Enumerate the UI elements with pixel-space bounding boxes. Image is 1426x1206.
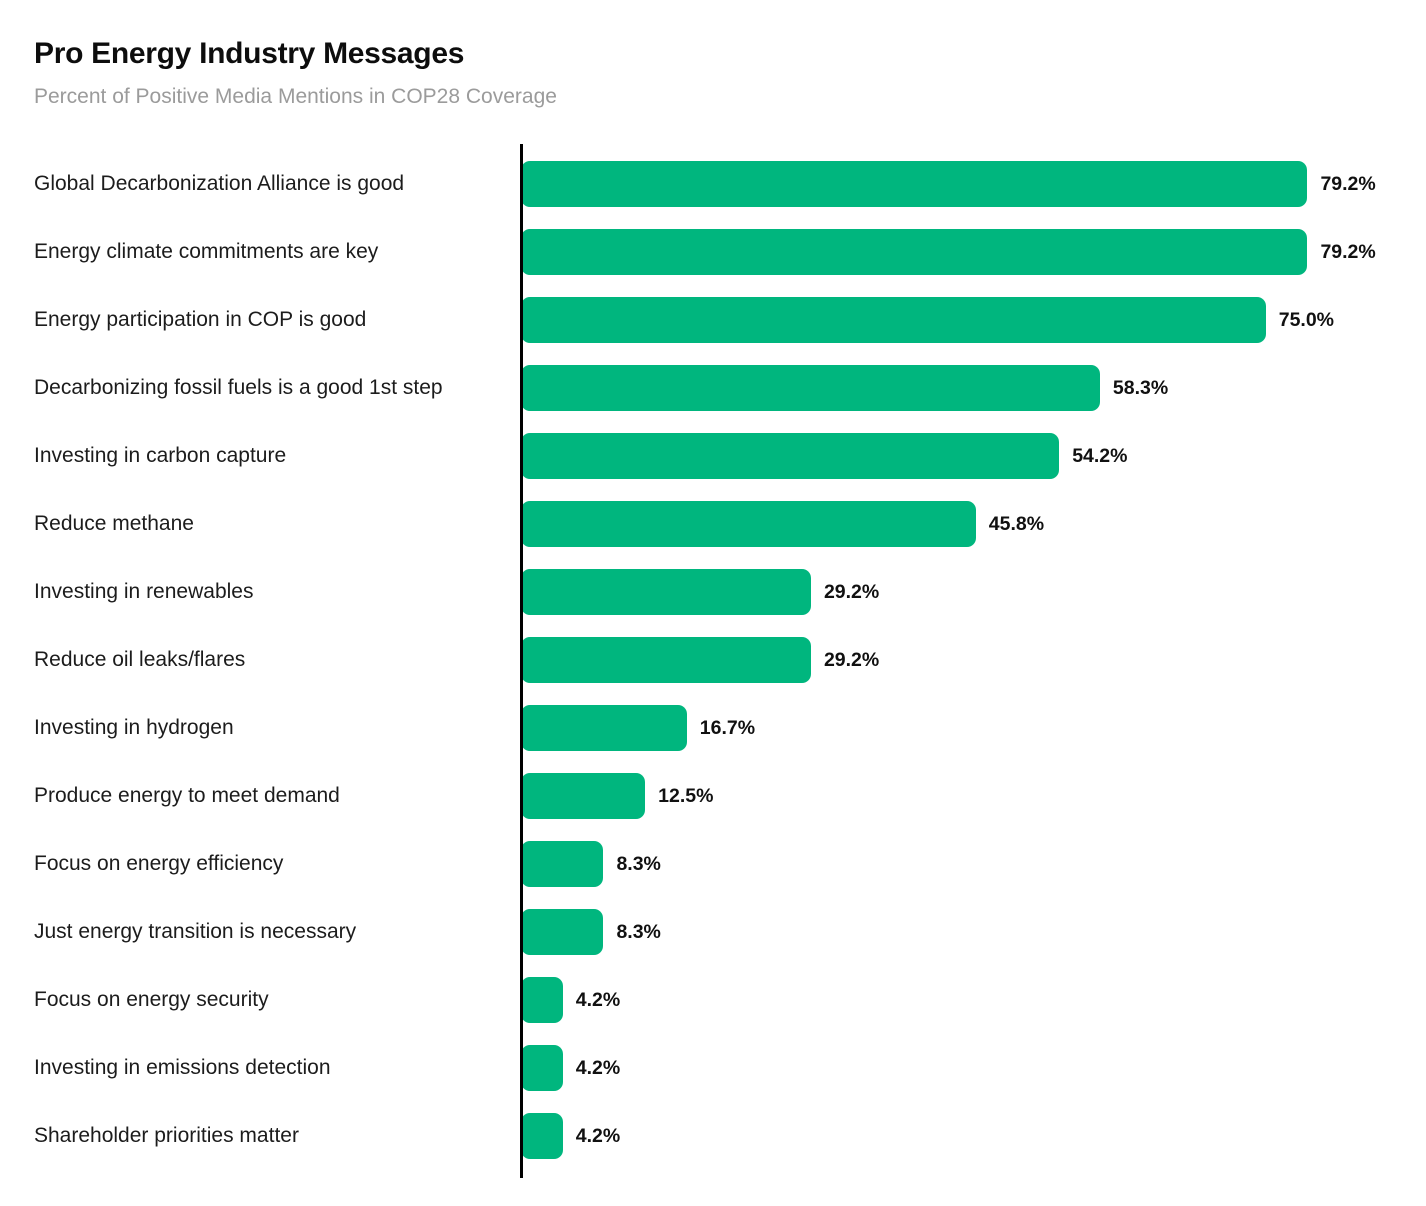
bar-row: Investing in emissions detection 4.2% bbox=[0, 1034, 1426, 1102]
bar-row: Focus on energy efficiency 8.3% bbox=[0, 830, 1426, 898]
chart-subtitle: Percent of Positive Media Mentions in CO… bbox=[34, 85, 557, 108]
bar-plot-area: 4.2% bbox=[521, 1102, 1426, 1170]
bar-plot-area: 45.8% bbox=[521, 490, 1426, 558]
value-label: 58.3% bbox=[1112, 376, 1169, 399]
bar-row: Energy climate commitments are key 79.2% bbox=[0, 218, 1426, 286]
category-label: Investing in carbon capture bbox=[34, 444, 287, 467]
bar-row: Reduce methane 45.8% bbox=[0, 490, 1426, 558]
bar-row: Just energy transition is necessary 8.3% bbox=[0, 898, 1426, 966]
value-label: 79.2% bbox=[1320, 172, 1376, 195]
bar-row: Energy participation in COP is good 75.0% bbox=[0, 286, 1426, 354]
bar bbox=[521, 1113, 563, 1159]
bar-row: Produce energy to meet demand 12.5% bbox=[0, 762, 1426, 830]
value-label: 79.2% bbox=[1320, 240, 1376, 263]
category-label: Focus on energy efficiency bbox=[34, 852, 284, 875]
bar bbox=[521, 161, 1308, 207]
bar-row: Investing in carbon capture 54.2% bbox=[0, 422, 1426, 490]
bar bbox=[521, 705, 687, 751]
bar-plot-area: 79.2% bbox=[521, 150, 1426, 218]
bar bbox=[521, 297, 1266, 343]
bar-plot-area: 58.3% bbox=[521, 354, 1426, 422]
value-label: 12.5% bbox=[658, 784, 714, 807]
bar-plot-area: 8.3% bbox=[521, 898, 1426, 966]
category-label: Decarbonizing fossil fuels is a good 1st… bbox=[34, 376, 443, 399]
bar bbox=[521, 1045, 563, 1091]
category-label: Focus on energy security bbox=[34, 988, 269, 1011]
bar-rows: Global Decarbonization Alliance is good 7… bbox=[0, 150, 1426, 1170]
bar-row: Focus on energy security 4.2% bbox=[0, 966, 1426, 1034]
value-label: 4.2% bbox=[575, 988, 621, 1011]
bar bbox=[521, 433, 1060, 479]
category-label: Energy participation in COP is good bbox=[34, 308, 367, 331]
bar bbox=[521, 229, 1308, 275]
bar bbox=[521, 841, 604, 887]
bar bbox=[521, 365, 1100, 411]
category-label: Energy climate commitments are key bbox=[34, 240, 379, 263]
value-label: 54.2% bbox=[1072, 444, 1128, 467]
bar-plot-area: 4.2% bbox=[521, 1034, 1426, 1102]
bar-plot-area: 75.0% bbox=[521, 286, 1426, 354]
category-label: Shareholder priorities matter bbox=[34, 1124, 299, 1147]
value-label: 45.8% bbox=[988, 512, 1045, 535]
bar bbox=[521, 501, 976, 547]
category-label: Just energy transition is necessary bbox=[34, 920, 357, 943]
bar bbox=[521, 773, 646, 819]
bar-plot-area: 12.5% bbox=[521, 762, 1426, 830]
value-label: 8.3% bbox=[616, 852, 661, 875]
category-label: Investing in emissions detection bbox=[34, 1056, 331, 1079]
bar-plot-area: 54.2% bbox=[521, 422, 1426, 490]
bar-plot-area: 29.2% bbox=[521, 626, 1426, 694]
bar-chart: Global Decarbonization Alliance is good 7… bbox=[0, 144, 1426, 1178]
category-label: Investing in renewables bbox=[34, 580, 254, 603]
bar-plot-area: 8.3% bbox=[521, 830, 1426, 898]
bar-plot-area: 4.2% bbox=[521, 966, 1426, 1034]
category-label: Global Decarbonization Alliance is good bbox=[34, 172, 405, 195]
bar-plot-area: 79.2% bbox=[521, 218, 1426, 286]
bar bbox=[521, 637, 811, 683]
value-label: 4.2% bbox=[575, 1056, 621, 1079]
bar-row: Investing in renewables 29.2% bbox=[0, 558, 1426, 626]
bar bbox=[521, 569, 811, 615]
bar-plot-area: 29.2% bbox=[521, 558, 1426, 626]
category-label: Reduce oil leaks/flares bbox=[34, 648, 246, 671]
bar-row: Reduce oil leaks/flares 29.2% bbox=[0, 626, 1426, 694]
value-label: 4.2% bbox=[575, 1124, 621, 1147]
value-label: 8.3% bbox=[616, 920, 661, 943]
category-label: Produce energy to meet demand bbox=[34, 784, 340, 807]
bar bbox=[521, 977, 563, 1023]
value-label: 16.7% bbox=[699, 716, 756, 739]
bar-row: Global Decarbonization Alliance is good 7… bbox=[0, 150, 1426, 218]
bar-row: Investing in hydrogen 16.7% bbox=[0, 694, 1426, 762]
page-title: Pro Energy Industry Messages bbox=[34, 37, 465, 70]
bar-plot-area: 16.7% bbox=[521, 694, 1426, 762]
bar-row: Decarbonizing fossil fuels is a good 1st… bbox=[0, 354, 1426, 422]
category-label: Investing in hydrogen bbox=[34, 716, 234, 739]
category-label: Reduce methane bbox=[34, 512, 194, 535]
bar bbox=[521, 909, 604, 955]
value-label: 29.2% bbox=[823, 580, 880, 603]
value-label: 29.2% bbox=[823, 648, 880, 671]
bar-row: Shareholder priorities matter 4.2% bbox=[0, 1102, 1426, 1170]
value-label: 75.0% bbox=[1278, 308, 1335, 331]
y-axis-line bbox=[520, 144, 523, 1178]
